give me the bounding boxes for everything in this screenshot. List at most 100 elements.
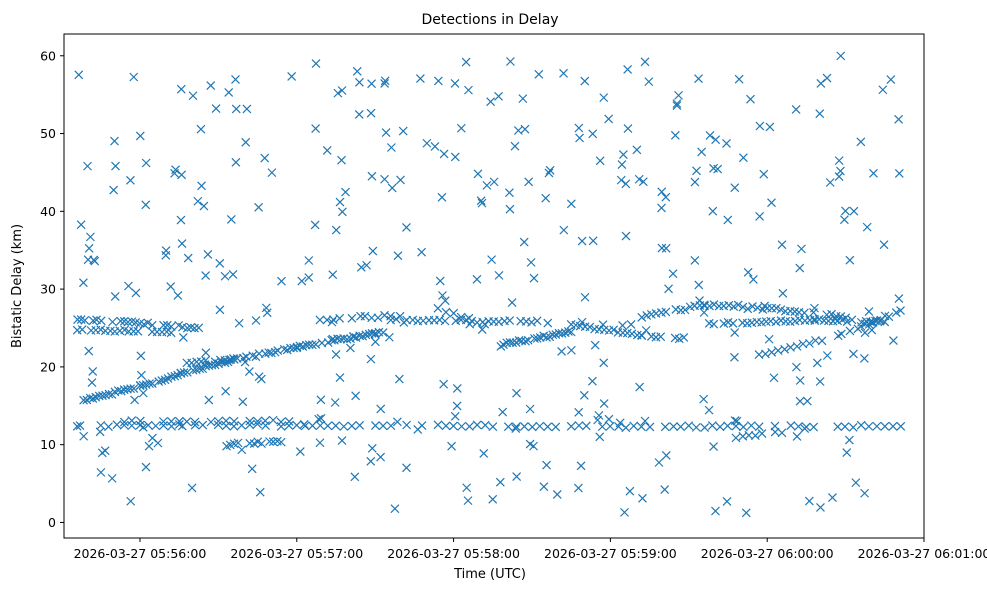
data-point	[635, 382, 645, 392]
data-point	[72, 421, 82, 431]
data-point	[337, 86, 347, 95]
data-point	[574, 123, 584, 133]
data-point	[672, 101, 682, 111]
data-point	[440, 316, 450, 326]
data-point	[519, 421, 529, 431]
data-point	[764, 334, 774, 344]
data-point	[204, 395, 214, 405]
data-point	[362, 260, 372, 270]
data-point	[812, 358, 822, 368]
data-point	[836, 51, 846, 61]
data-point	[886, 75, 896, 84]
data-point	[856, 420, 866, 430]
data-point	[833, 422, 843, 432]
data-point	[679, 333, 689, 342]
data-point	[479, 449, 489, 458]
data-point	[395, 311, 405, 321]
data-point	[245, 416, 255, 426]
data-point	[260, 416, 270, 426]
data-point	[585, 322, 595, 332]
data-point	[116, 386, 126, 396]
data-point	[581, 421, 591, 431]
data-point	[268, 415, 278, 425]
data-point	[664, 284, 673, 294]
data-point	[133, 326, 143, 336]
data-point	[894, 294, 904, 303]
data-point	[837, 315, 847, 325]
data-point	[845, 326, 855, 336]
data-point	[123, 317, 133, 327]
data-point	[765, 122, 775, 132]
data-point	[629, 421, 639, 431]
data-point	[518, 94, 528, 104]
data-point	[330, 398, 340, 407]
data-point	[311, 59, 321, 68]
data-point	[575, 133, 584, 143]
scatter-points	[72, 51, 906, 518]
data-point	[680, 305, 690, 315]
data-point	[221, 386, 231, 396]
data-point	[166, 416, 176, 426]
data-point	[177, 239, 187, 248]
data-point	[315, 438, 325, 448]
data-point	[251, 316, 261, 325]
data-point	[856, 321, 866, 331]
x-tick-label: 2026-03-27 06:01:00	[858, 546, 987, 561]
data-point	[392, 417, 402, 427]
data-point	[448, 421, 458, 431]
data-point	[119, 420, 129, 430]
data-point	[166, 282, 176, 291]
data-point	[231, 75, 240, 84]
data-point	[328, 334, 338, 344]
data-point	[384, 332, 394, 342]
data-point	[342, 334, 352, 344]
data-point	[456, 312, 466, 322]
data-point	[310, 220, 320, 230]
data-point	[580, 76, 590, 86]
data-point	[367, 171, 377, 181]
data-point	[335, 197, 345, 207]
data-point	[709, 300, 719, 309]
data-point	[84, 243, 94, 253]
data-point	[618, 321, 627, 330]
data-point	[487, 255, 497, 265]
data-point	[697, 147, 707, 157]
data-point	[144, 441, 154, 451]
data-point	[534, 69, 544, 79]
data-point	[367, 79, 377, 89]
data-point	[260, 153, 270, 163]
data-point	[503, 422, 513, 432]
data-point	[617, 160, 627, 169]
data-point	[147, 320, 157, 330]
data-point	[862, 222, 872, 232]
data-point	[73, 315, 82, 324]
data-point	[433, 76, 443, 86]
data-point	[526, 257, 536, 267]
data-point	[244, 367, 254, 376]
data-point	[143, 420, 153, 430]
data-point	[351, 391, 361, 401]
data-point	[85, 232, 95, 242]
data-point	[422, 138, 432, 148]
data-point	[494, 91, 503, 101]
data-point	[203, 249, 213, 259]
data-point	[836, 329, 846, 339]
data-point	[632, 145, 642, 155]
data-point	[525, 439, 535, 449]
data-point	[543, 318, 553, 328]
data-point	[525, 404, 535, 414]
data-point	[83, 161, 92, 171]
data-point	[337, 436, 347, 445]
data-point	[179, 368, 189, 378]
data-point	[284, 417, 294, 426]
data-point	[335, 373, 345, 382]
data-point	[79, 278, 88, 288]
data-point	[276, 422, 286, 431]
y-tick-label: 40	[40, 204, 56, 219]
data-point	[316, 395, 326, 405]
data-point	[327, 317, 337, 327]
data-point	[805, 338, 814, 348]
data-point	[141, 158, 151, 168]
data-point	[197, 181, 206, 191]
